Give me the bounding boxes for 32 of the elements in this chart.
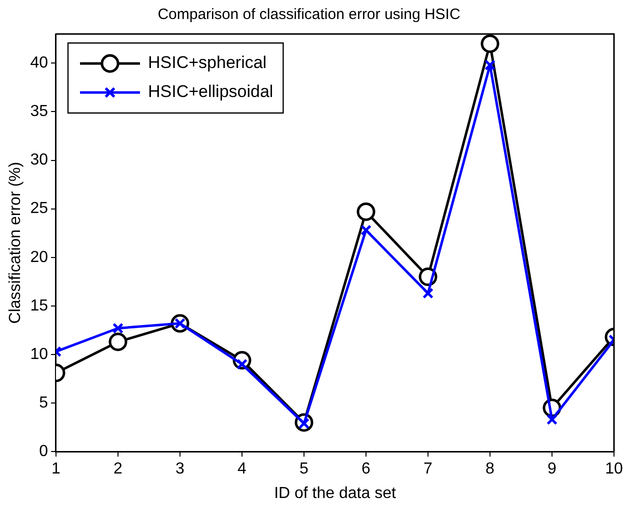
x-tick-label: 2 (114, 460, 123, 478)
y-tick-label: 10 (30, 346, 48, 363)
x-tick-label: 3 (176, 460, 185, 478)
point (108, 332, 128, 352)
point (480, 34, 500, 53)
y-tick-label: 15 (30, 297, 48, 314)
x-tick-label: 1 (52, 460, 61, 478)
x-tick-label: 6 (362, 460, 371, 478)
point (360, 224, 372, 236)
x-tick-label: 9 (548, 460, 557, 478)
x-tick-label: 5 (300, 460, 309, 478)
point (356, 202, 376, 221)
chart-title: Comparison of classification error using HSIC (158, 6, 460, 24)
y-tick-label: 30 (30, 152, 48, 169)
y-tick-label: 0 (39, 443, 48, 460)
point (112, 322, 124, 334)
point (546, 414, 558, 426)
x-tick-label: 10 (605, 460, 623, 478)
y-tick-label: 40 (30, 54, 48, 72)
y-tick-label: 20 (30, 248, 48, 266)
legend-label: HSIC+ellipsoidal (148, 82, 274, 102)
y-tick-label: 5 (39, 394, 48, 412)
x-tick-label: 8 (486, 460, 495, 478)
y-tick-label: 35 (30, 103, 48, 120)
x-tick-label: 4 (238, 460, 247, 478)
y-tick-label: 25 (30, 200, 48, 218)
point (422, 288, 434, 299)
point (484, 60, 496, 71)
x-tick-label: 7 (424, 460, 433, 478)
legend-label: HSIC+spherical (148, 53, 267, 72)
x-axis-title: ID of the data set (274, 484, 396, 502)
y-axis-title: Classification error (%) (7, 162, 24, 324)
